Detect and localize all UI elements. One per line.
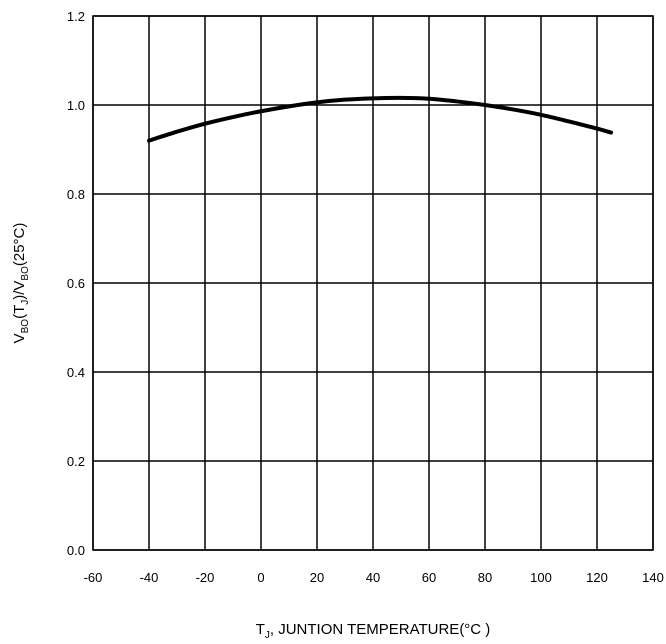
y-tick-label: 0.8 bbox=[67, 187, 85, 202]
y-axis-title-p3: )/V bbox=[11, 281, 28, 300]
y-axis-title-p1: V bbox=[11, 333, 28, 343]
x-tick-label: -60 bbox=[84, 570, 103, 585]
x-tick-label: 20 bbox=[310, 570, 324, 585]
x-axis-title-main: T bbox=[256, 621, 265, 638]
x-tick-label: 60 bbox=[422, 570, 436, 585]
plot-frame bbox=[92, 15, 654, 551]
y-axis-title-s3: BO bbox=[20, 266, 31, 281]
x-tick-label: 100 bbox=[530, 570, 552, 585]
x-tick-label: -20 bbox=[196, 570, 215, 585]
x-tick-label: -40 bbox=[140, 570, 159, 585]
y-tick-label: 1.2 bbox=[67, 9, 85, 24]
x-axis-title: TJ, JUNTION TEMPERATURE(°C ) bbox=[256, 621, 491, 641]
series-line bbox=[147, 95, 613, 143]
grid bbox=[92, 15, 654, 551]
y-axis-title: VBO(TJ)/VBO(25°C) bbox=[11, 223, 31, 344]
x-tick-label: 0 bbox=[257, 570, 264, 585]
y-tick-label: 0.4 bbox=[67, 365, 85, 380]
y-tick-label: 0.0 bbox=[67, 543, 85, 558]
y-axis-title-p4: (25°C) bbox=[11, 223, 28, 267]
y-axis-ticks: 0.0 0.2 0.4 0.6 0.8 1.0 1.2 bbox=[67, 9, 85, 558]
y-axis-title-p2: (T bbox=[11, 305, 28, 319]
y-axis-title-s1: BO bbox=[20, 319, 31, 334]
x-tick-label: 140 bbox=[642, 570, 664, 585]
x-axis-ticks: -60 -40 -20 0 20 40 60 80 100 120 140 bbox=[84, 570, 664, 585]
y-axis-title-s2: J bbox=[20, 300, 31, 305]
x-tick-label: 40 bbox=[366, 570, 380, 585]
y-tick-label: 0.2 bbox=[67, 454, 85, 469]
y-tick-label: 0.6 bbox=[67, 276, 85, 291]
x-tick-label: 120 bbox=[586, 570, 608, 585]
x-tick-label: 80 bbox=[478, 570, 492, 585]
x-axis-title-rest: , JUNTION TEMPERATURE(°C ) bbox=[270, 621, 490, 638]
y-tick-label: 1.0 bbox=[67, 98, 85, 113]
x-axis-title-sub: J bbox=[265, 630, 270, 641]
